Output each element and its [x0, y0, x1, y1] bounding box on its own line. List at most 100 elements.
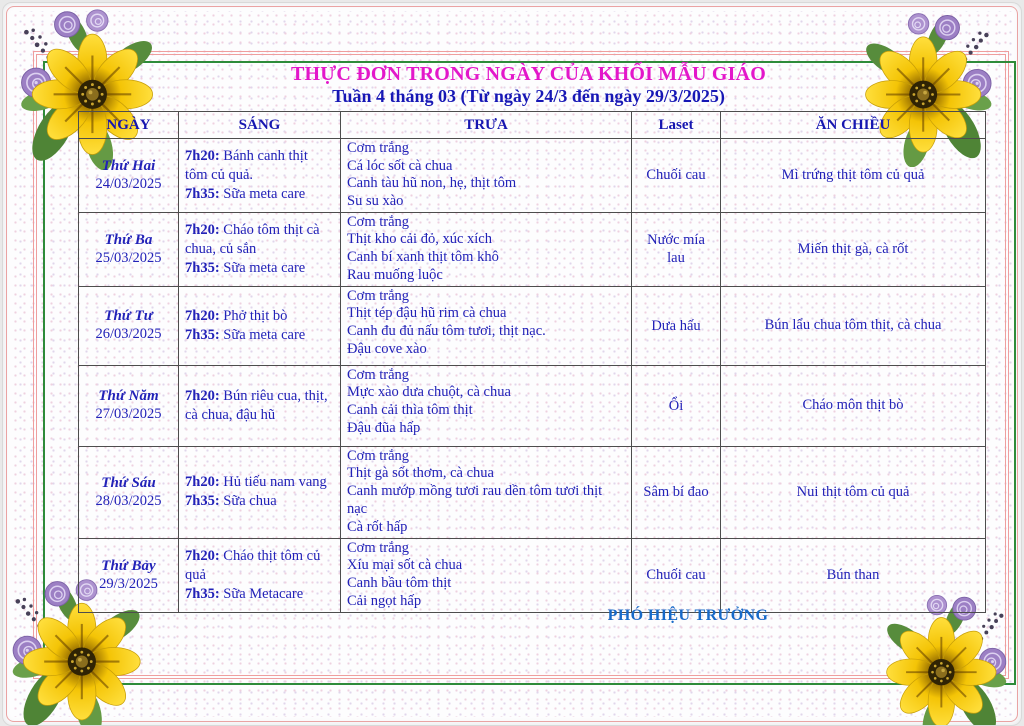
col-header-3: Laset	[631, 111, 721, 139]
table-row: Thứ Ba 25/03/2025 7h20: Cháo tôm thịt cà c…	[78, 211, 986, 287]
table-row: Thứ Tư 26/03/2025 7h20: Phở thịt bò 7h35: S…	[78, 285, 986, 366]
morning-time: 7h20:	[185, 474, 220, 491]
cell-day: Thứ Sáu 28/03/2025	[78, 445, 179, 539]
cell-lunch: Cơm trắng Cá lóc sốt cà chua Canh tàu hũ n…	[340, 138, 632, 213]
lunch-item: Thịt kho cải đỏ, xúc xích	[347, 231, 492, 248]
morning-entry: 7h20: Hủ tiếu nam vang	[185, 474, 327, 491]
lunch-item: Cơm trắng	[347, 539, 410, 556]
table-row: Thứ Bảy 29/3/2025 7h20: Cháo thịt tôm củ q…	[78, 537, 986, 613]
lunch-item: Cà rốt hấp	[347, 518, 408, 535]
lunch-item: Canh mướp mồng tươi rau dền tôm tươi thị…	[347, 483, 603, 517]
lunch-item: Đậu đũa hấp	[347, 419, 421, 436]
lunch-item: Cá lóc sốt cà chua	[347, 157, 453, 174]
col-header-4: ĂN CHIỀU	[720, 111, 986, 139]
morning-time: 7h20:	[185, 547, 220, 564]
morning-entry: 7h20: Cháo tôm thịt cà chua, củ sắn	[185, 221, 320, 257]
col-header-0: NGÀY	[78, 111, 179, 139]
cell-afternoon: Nui thịt tôm củ quả	[720, 445, 986, 539]
morning-time: 7h35:	[185, 493, 220, 510]
cell-dessert: Chuối cau	[631, 138, 721, 213]
lunch-item: Canh bầu tôm thịt	[347, 575, 452, 592]
lunch-item: Thịt tép đậu hũ rim cà chua	[347, 305, 507, 322]
col-header-1: SÁNG	[178, 111, 341, 139]
photo-edge-line	[6, 6, 1018, 722]
cell-afternoon: Cháo môn thịt bò	[720, 364, 986, 447]
lunch-item: Thịt gà sốt thơm, cà chua	[347, 465, 494, 482]
lunch-item: Đậu cove xào	[347, 340, 427, 357]
lunch-item: Mực xào dưa chuột, cà chua	[347, 384, 511, 401]
cell-morning: 7h20: Phở thịt bò 7h35: Sữa meta care	[178, 285, 341, 366]
lunch-item: Canh cải thìa tôm thịt	[347, 402, 473, 419]
morning-time: 7h35:	[185, 326, 220, 343]
morning-entry: 7h20: Bún riêu cua, thịt, cà chua, đậu h…	[185, 387, 328, 423]
header-row: NGÀY SÁNG TRƯA Laset ĂN CHIỀU	[78, 111, 986, 139]
lunch-item: Cơm trắng	[347, 140, 410, 156]
cell-day: Thứ Ba 25/03/2025	[78, 211, 179, 287]
morning-entry: 7h35: Sữa meta care	[185, 185, 306, 202]
cell-lunch: Cơm trắng Thịt kho cải đỏ, xúc xích Canh b…	[340, 211, 632, 287]
morning-time: 7h20:	[185, 387, 220, 404]
morning-entry: 7h35: Sữa Metacare	[185, 585, 304, 602]
morning-entry: 7h20: Phở thịt bò	[185, 307, 288, 324]
lunch-item: Rau muống luộc	[347, 266, 443, 283]
col-header-2: TRƯA	[340, 111, 632, 139]
cell-day: Thứ Bảy 29/3/2025	[78, 537, 179, 613]
day-date: 24/03/2025	[95, 175, 162, 192]
cell-afternoon: Mì trứng thịt tôm củ quả	[720, 138, 986, 213]
lunch-item: Cải ngọt hấp	[347, 592, 422, 609]
morning-time: 7h35:	[185, 259, 220, 276]
menu-table-header: NGÀY SÁNG TRƯA Laset ĂN CHIỀU	[78, 111, 986, 139]
cell-morning: 7h20: Hủ tiếu nam vang 7h35: Sữa chua	[178, 445, 341, 539]
menu-table-body: Thứ Hai 24/03/2025 7h20: Bánh canh thịt tô…	[78, 138, 986, 613]
cell-day: Thứ Hai 24/03/2025	[78, 138, 179, 213]
day-name: Thứ Hai	[101, 157, 156, 174]
morning-entry: 7h20: Cháo thịt tôm củ quả	[185, 547, 321, 583]
lunch-item: Xíu mại sốt cà chua	[347, 557, 463, 574]
table-row: Thứ Sáu 28/03/2025 7h20: Hủ tiếu nam vang 7…	[78, 445, 986, 539]
cell-dessert: Ổi	[631, 364, 721, 447]
cell-day: Thứ Tư 26/03/2025	[78, 285, 179, 366]
lunch-item: Cơm trắng	[347, 213, 410, 230]
cell-lunch: Cơm trắng Mực xào dưa chuột, cà chua Canh …	[340, 364, 632, 447]
day-date: 27/03/2025	[95, 406, 162, 423]
page-title: THỰC ĐƠN TRONG NGÀY CỦA KHỐI MẪU GIÁO	[290, 63, 766, 85]
table-row: Thứ Hai 24/03/2025 7h20: Bánh canh thịt tô…	[78, 138, 986, 213]
day-date: 25/03/2025	[95, 249, 162, 266]
lunch-item: Canh bí xanh thịt tôm khô	[347, 249, 499, 266]
morning-entry: 7h35: Sữa meta care	[185, 259, 306, 276]
morning-time: 7h20:	[185, 148, 220, 165]
cell-lunch: Cơm trắng Thịt tép đậu hũ rim cà chua Canh…	[340, 285, 632, 366]
cell-dessert: Dưa hấu	[631, 285, 721, 366]
morning-time: 7h20:	[185, 221, 220, 238]
day-name: Thứ Sáu	[101, 474, 156, 491]
morning-entry: 7h20: Bánh canh thịt tôm củ quả.	[185, 148, 308, 183]
cell-afternoon: Miến thịt gà, cà rốt	[720, 211, 986, 287]
cell-dessert: Nước mía lau	[631, 211, 721, 287]
cell-morning: 7h20: Bánh canh thịt tôm củ quả. 7h35: Sữ…	[178, 138, 341, 213]
cell-afternoon: Bún lẩu chua tôm thịt, cà chua	[720, 285, 986, 366]
day-date: 29/3/2025	[99, 575, 158, 592]
lunch-item: Cơm trắng	[347, 447, 410, 464]
lunch-item: Su su xào	[347, 193, 404, 210]
cell-morning: 7h20: Bún riêu cua, thịt, cà chua, đậu h…	[178, 364, 341, 447]
signature-title: PHÓ HIỆU TRƯỞNG	[607, 607, 769, 624]
cell-day: Thứ Năm 27/03/2025	[78, 364, 179, 447]
decorative-frame-pink	[33, 51, 1009, 679]
day-date: 28/03/2025	[95, 492, 162, 509]
page-subtitle: Tuần 4 tháng 03 (Từ ngày 24/3 đến ngày 2…	[332, 86, 725, 106]
day-name: Thứ Năm	[98, 388, 159, 405]
day-date: 26/03/2025	[95, 326, 162, 343]
table-row: Thứ Năm 27/03/2025 7h20: Bún riêu cua, thị…	[78, 364, 986, 447]
morning-time: 7h35:	[185, 185, 220, 202]
cell-morning: 7h20: Cháo tôm thịt cà chua, củ sắn 7h35:…	[178, 211, 341, 287]
cell-dessert: Sâm bí đao	[631, 445, 721, 539]
lunch-item: Cơm trắng	[347, 287, 410, 304]
menu-table: NGÀY SÁNG TRƯA Laset ĂN CHIỀU Thứ Hai 24/03/2…	[78, 111, 986, 613]
decorative-frame-green	[43, 61, 1016, 685]
morning-entry: 7h35: Sữa meta care	[185, 326, 306, 343]
cell-afternoon: Bún than	[720, 537, 986, 613]
morning-time: 7h20:	[185, 307, 220, 324]
lunch-item: Cơm trắng	[347, 366, 410, 383]
cell-morning: 7h20: Cháo thịt tôm củ quả 7h35: Sữa Meta…	[178, 537, 341, 613]
day-name: Thứ Ba	[104, 231, 153, 248]
